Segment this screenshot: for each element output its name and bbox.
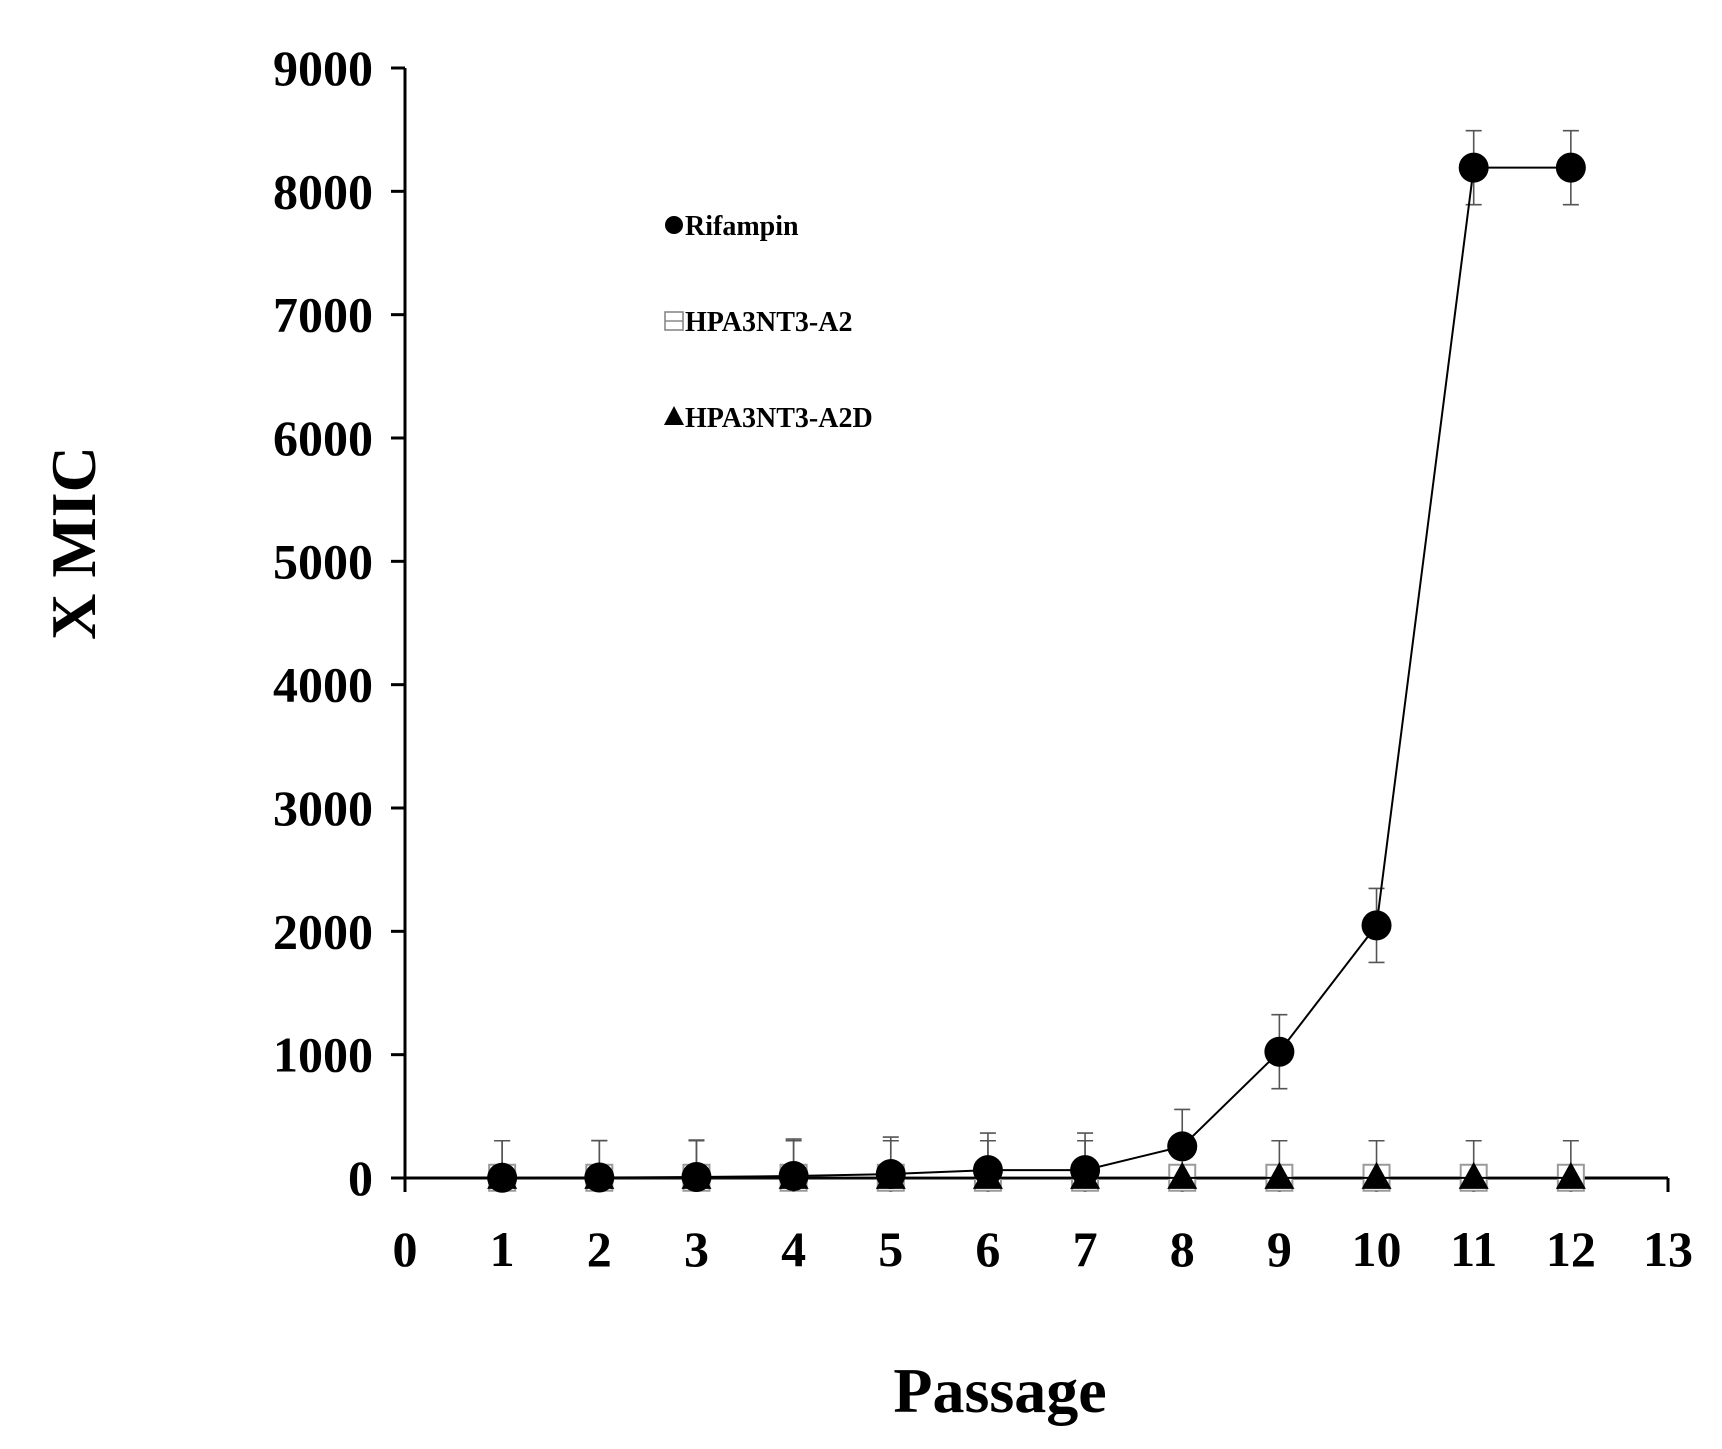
x-tick-label: 7 [1073,1221,1098,1277]
x-tick-label: 3 [684,1221,709,1277]
x-tick-label: 12 [1546,1221,1596,1277]
x-ticks: 0 1 2 3 4 5 6 7 8 9 10 11 12 13 [393,1178,1693,1277]
y-ticks: 0 1000 2000 3000 4000 5000 6000 7000 8000 9000 [273,40,405,1206]
x-tick-label: 2 [587,1221,612,1277]
data-point [1264,1161,1295,1189]
y-tick-label: 1000 [273,1027,373,1083]
series-HPA3NT3-A2 [488,1139,1585,1192]
data-point [681,1161,712,1189]
x-tick-label: 0 [393,1221,418,1277]
y-tick-label: 3000 [273,780,373,836]
series-line [502,166,1571,1179]
data-point [1458,152,1489,183]
x-tick-label: 6 [975,1221,1000,1277]
legend-label: HPA3NT3-A2D [685,403,873,434]
data-point [1458,1161,1489,1189]
x-tick-label: 11 [1450,1221,1497,1277]
y-axis-title: X MIC [38,446,109,640]
data-point [1070,1161,1101,1189]
y-tick-label: 0 [348,1150,373,1206]
data-point [487,1161,518,1189]
series-Rifampin [487,129,1586,1193]
legend-label: HPA3NT3-A2 [685,307,852,338]
data-point [1555,152,1586,183]
x-tick-label: 10 [1352,1221,1402,1277]
x-tick-label: 5 [878,1221,903,1277]
data-point [875,1161,906,1189]
series-layer [487,129,1586,1193]
legend: Rifampin HPA3NT3-A2 HPA3NT3-A2D [664,211,873,434]
y-tick-label: 7000 [273,287,373,343]
x-tick-label: 9 [1267,1221,1292,1277]
data-point [1361,1161,1392,1189]
legend-label: Rifampin [685,211,799,242]
x-tick-label: 13 [1643,1221,1693,1277]
series-HPA3NT3-A2D [487,1161,1586,1189]
x-axis-title: Passage [893,1355,1106,1426]
data-point [1167,1131,1198,1162]
data-point [778,1161,809,1189]
data-point [972,1161,1003,1189]
data-point [1167,1161,1198,1189]
y-tick-label: 6000 [273,410,373,466]
x-tick-label: 8 [1170,1221,1195,1277]
data-point [1555,1161,1586,1189]
y-tick-label: 4000 [273,657,373,713]
data-point [1361,910,1392,941]
x-tick-label: 1 [490,1221,515,1277]
y-tick-label: 9000 [273,40,373,96]
data-point [1264,1036,1295,1067]
y-tick-label: 2000 [273,903,373,959]
legend-marker [664,406,684,425]
data-point [584,1161,615,1189]
x-tick-label: 4 [781,1221,806,1277]
y-tick-label: 5000 [273,533,373,589]
axes [403,68,1668,1180]
legend-marker [665,216,683,234]
y-tick-label: 8000 [273,163,373,219]
